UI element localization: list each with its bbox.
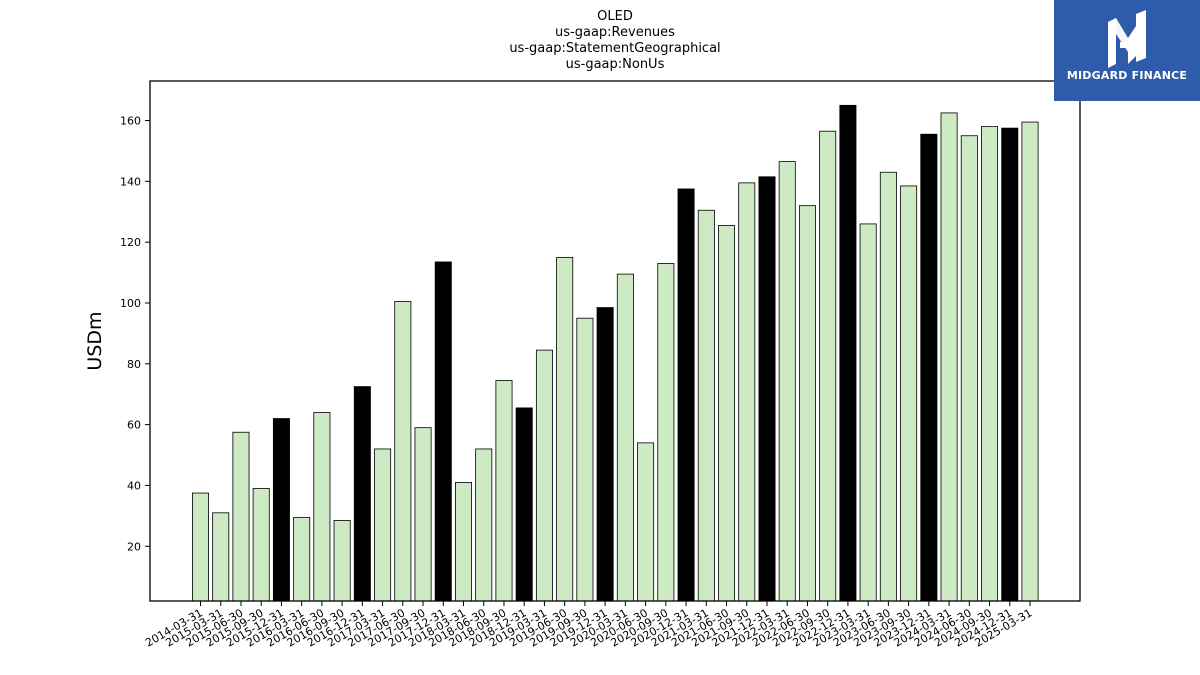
chart-title-line-2: us-gaap:Revenues <box>555 25 675 40</box>
bar-2023-12-31 <box>920 133 938 602</box>
y-tick-label: 120 <box>120 236 141 249</box>
bar-2016-12-31 <box>353 386 371 602</box>
bar-2021-03-31 <box>697 209 715 602</box>
y-tick-label: 40 <box>127 479 141 492</box>
bar-2015-12-31 <box>272 418 290 602</box>
bar-2022-06-30 <box>798 205 816 602</box>
bar-2017-09-30 <box>414 427 432 602</box>
bar-2017-06-30 <box>394 301 412 602</box>
bar-2022-09-30 <box>819 130 837 602</box>
bar-2015-06-30 <box>232 431 250 602</box>
bar-2015-09-30 <box>252 488 270 602</box>
y-axis-ticks: 20 40 60 80 100 120 140 160 <box>120 115 150 553</box>
y-axis-label: USDm <box>84 311 106 370</box>
y-tick-label: 20 <box>127 540 141 553</box>
y-tick-label: 80 <box>127 358 141 371</box>
logo-text: MIDGARD FINANCE <box>1066 69 1188 82</box>
bar-2018-06-30 <box>475 448 493 602</box>
bar-2016-03-31 <box>293 516 311 602</box>
bar-2020-06-30 <box>637 442 655 602</box>
y-tick-label: 100 <box>120 297 141 310</box>
bar-2024-03-31 <box>940 112 958 602</box>
bar-2024-09-30 <box>981 126 999 602</box>
x-axis-ticks: 2014-03-312015-03-312015-06-302015-09-30… <box>143 601 1035 650</box>
y-tick-label: 160 <box>120 115 141 128</box>
bar-2020-03-31 <box>616 273 634 602</box>
chart-title-line-3: us-gaap:StatementGeographical <box>509 41 720 56</box>
bar-2023-03-31 <box>859 223 877 602</box>
bar-2022-03-31 <box>778 161 796 602</box>
bar-2017-12-31 <box>434 261 452 602</box>
bar-2022-12-31 <box>839 104 857 602</box>
bar-2019-09-30 <box>576 317 594 602</box>
bar-2024-12-31 <box>1001 127 1019 602</box>
bar-2019-12-31 <box>596 307 614 602</box>
plot-frame <box>149 80 1081 602</box>
bar-2014-03-31 <box>192 492 210 602</box>
bar-2024-06-30 <box>960 135 978 602</box>
midgard-finance-logo: MIDGARD FINANCE <box>1054 0 1200 101</box>
logo-mark-icon <box>1108 10 1146 68</box>
bar-2015-03-31 <box>212 512 230 602</box>
bar-2018-03-31 <box>455 481 473 602</box>
bar-2016-06-30 <box>313 412 331 602</box>
bar-2020-12-31 <box>677 188 695 602</box>
bar-2025-03-31 <box>1021 121 1039 602</box>
bar-2023-06-30 <box>879 171 897 602</box>
y-tick-label: 140 <box>120 175 141 188</box>
bar-2020-09-30 <box>657 263 675 602</box>
bar-2019-03-31 <box>535 349 553 602</box>
chart-title: OLED us-gaap:Revenues us-gaap:StatementG… <box>509 9 720 72</box>
bar-2021-12-31 <box>758 176 776 602</box>
chart-title-line-1: OLED <box>597 9 633 24</box>
bar-2021-09-30 <box>738 182 756 602</box>
bar-2018-09-30 <box>495 380 513 602</box>
y-tick-label: 60 <box>127 419 141 432</box>
chart-title-line-4: us-gaap:NonUs <box>566 57 665 72</box>
bar-2021-06-30 <box>718 225 736 602</box>
bar-2016-09-30 <box>333 520 351 602</box>
bar-2023-09-30 <box>900 185 918 602</box>
bar-2017-03-31 <box>374 448 392 602</box>
bar-2018-12-31 <box>515 407 533 602</box>
bar-2019-06-30 <box>556 256 574 602</box>
bar-series <box>192 104 1039 602</box>
